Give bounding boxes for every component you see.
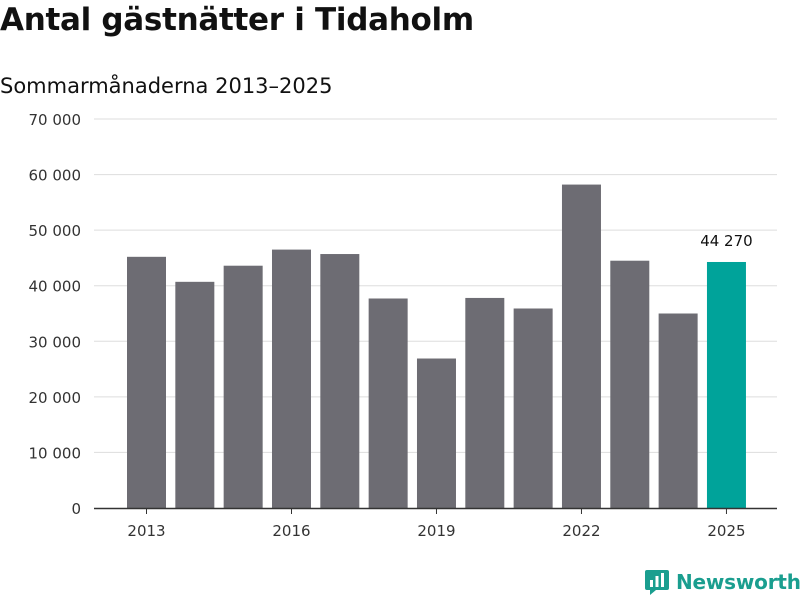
x-tick-label: 2025: [707, 522, 745, 540]
newsworthy-brand[interactable]: Newsworthy: [644, 568, 800, 596]
bars: [127, 184, 746, 509]
y-tick-label: 60 000: [29, 167, 82, 185]
data-label-2025: 44 270: [700, 232, 753, 250]
bar-2024[interactable]: [658, 313, 698, 509]
bar-2021[interactable]: [513, 308, 553, 508]
y-tick-label: 20 000: [29, 389, 82, 407]
bar-2014[interactable]: [175, 281, 215, 508]
bar-2016[interactable]: [271, 249, 311, 509]
chart-title: Antal gästnätter i Tidaholm: [0, 2, 474, 38]
brand-name: Newsworthy: [676, 570, 800, 594]
y-tick-label: 30 000: [29, 333, 82, 351]
bar-2017[interactable]: [320, 254, 360, 508]
y-tick-label: 10 000: [29, 444, 82, 462]
y-tick-label: 0: [71, 500, 81, 518]
x-tick-label: 2019: [417, 522, 455, 540]
x-tick-label: 2022: [562, 522, 600, 540]
bar-2013[interactable]: [127, 256, 166, 508]
bar-2019[interactable]: [416, 358, 456, 508]
bar-2020[interactable]: [465, 297, 505, 508]
bar-2015[interactable]: [223, 265, 263, 508]
y-tick-label: 40 000: [29, 278, 82, 296]
y-tick-label: 50 000: [29, 222, 82, 240]
x-tick-label: 2013: [127, 522, 165, 540]
x-axis-ticks: 2013 2016 2019 2022 2025: [127, 508, 746, 540]
x-tick-label: 2016: [272, 522, 310, 540]
bar-2025[interactable]: [706, 261, 746, 508]
data-labels: 44 270: [700, 232, 753, 250]
bar-2018[interactable]: [368, 298, 408, 508]
y-axis-tick-labels: 0 10 000 20 000 30 000 40 000 50 000 60 000 70 …: [29, 111, 82, 518]
chart-subtitle: Sommarmånaderna 2013–2025: [0, 74, 333, 98]
bar-2023[interactable]: [610, 260, 650, 508]
newsworthy-logo-icon: [645, 570, 669, 595]
bar-2022[interactable]: [561, 184, 601, 508]
y-tick-label: 70 000: [29, 111, 82, 129]
